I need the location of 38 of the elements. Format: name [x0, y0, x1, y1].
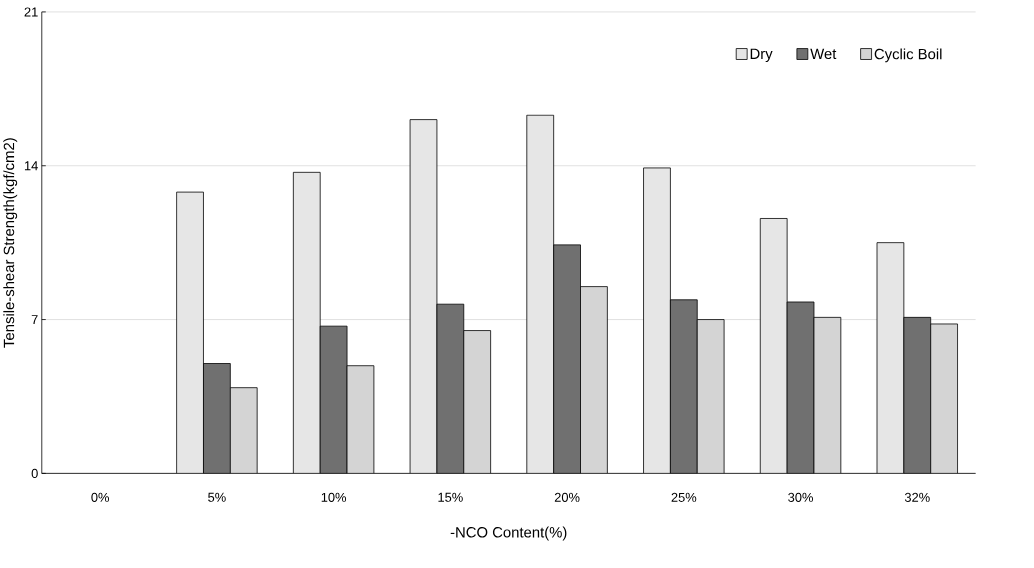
x-tick-label: 10% [321, 492, 347, 502]
y-tick-label: 21 [24, 7, 38, 17]
bar [930, 323, 958, 474]
bar [697, 319, 725, 474]
legend-label: Cyclic Boil [874, 48, 942, 63]
legend-label: Dry [750, 48, 773, 63]
bar [320, 326, 348, 474]
x-tick-label: 5% [208, 492, 226, 502]
bar [203, 363, 231, 474]
bar [410, 119, 437, 474]
y-tick-label: 7 [31, 315, 38, 325]
bar [670, 299, 698, 474]
bar [813, 317, 841, 474]
bar [876, 242, 905, 474]
bar [436, 304, 464, 474]
bar [580, 286, 608, 474]
bar [176, 192, 204, 474]
bar [230, 387, 258, 474]
y-axis-title: Tensile-shear Strength(kgf/cm2) [3, 138, 18, 348]
bar [347, 365, 374, 474]
x-tick-label: 0% [91, 492, 110, 502]
bar [526, 115, 554, 474]
bar [553, 244, 581, 474]
x-tick-label: 32% [904, 492, 930, 502]
bar [903, 317, 932, 474]
bar [293, 172, 321, 474]
y-tick-label: 0 [31, 468, 38, 478]
x-tick-label: 25% [671, 492, 697, 502]
x-tick-label: 30% [788, 492, 813, 502]
bar [463, 330, 491, 474]
x-tick-label: 15% [438, 492, 463, 502]
bar [787, 302, 814, 474]
x-tick-label: 20% [554, 492, 580, 502]
bar [643, 168, 671, 474]
bar [760, 218, 788, 474]
legend-label: Wet [810, 48, 837, 60]
y-tick-label: 14 [24, 161, 38, 171]
x-axis-title: -NCO Content(%) [450, 526, 567, 541]
